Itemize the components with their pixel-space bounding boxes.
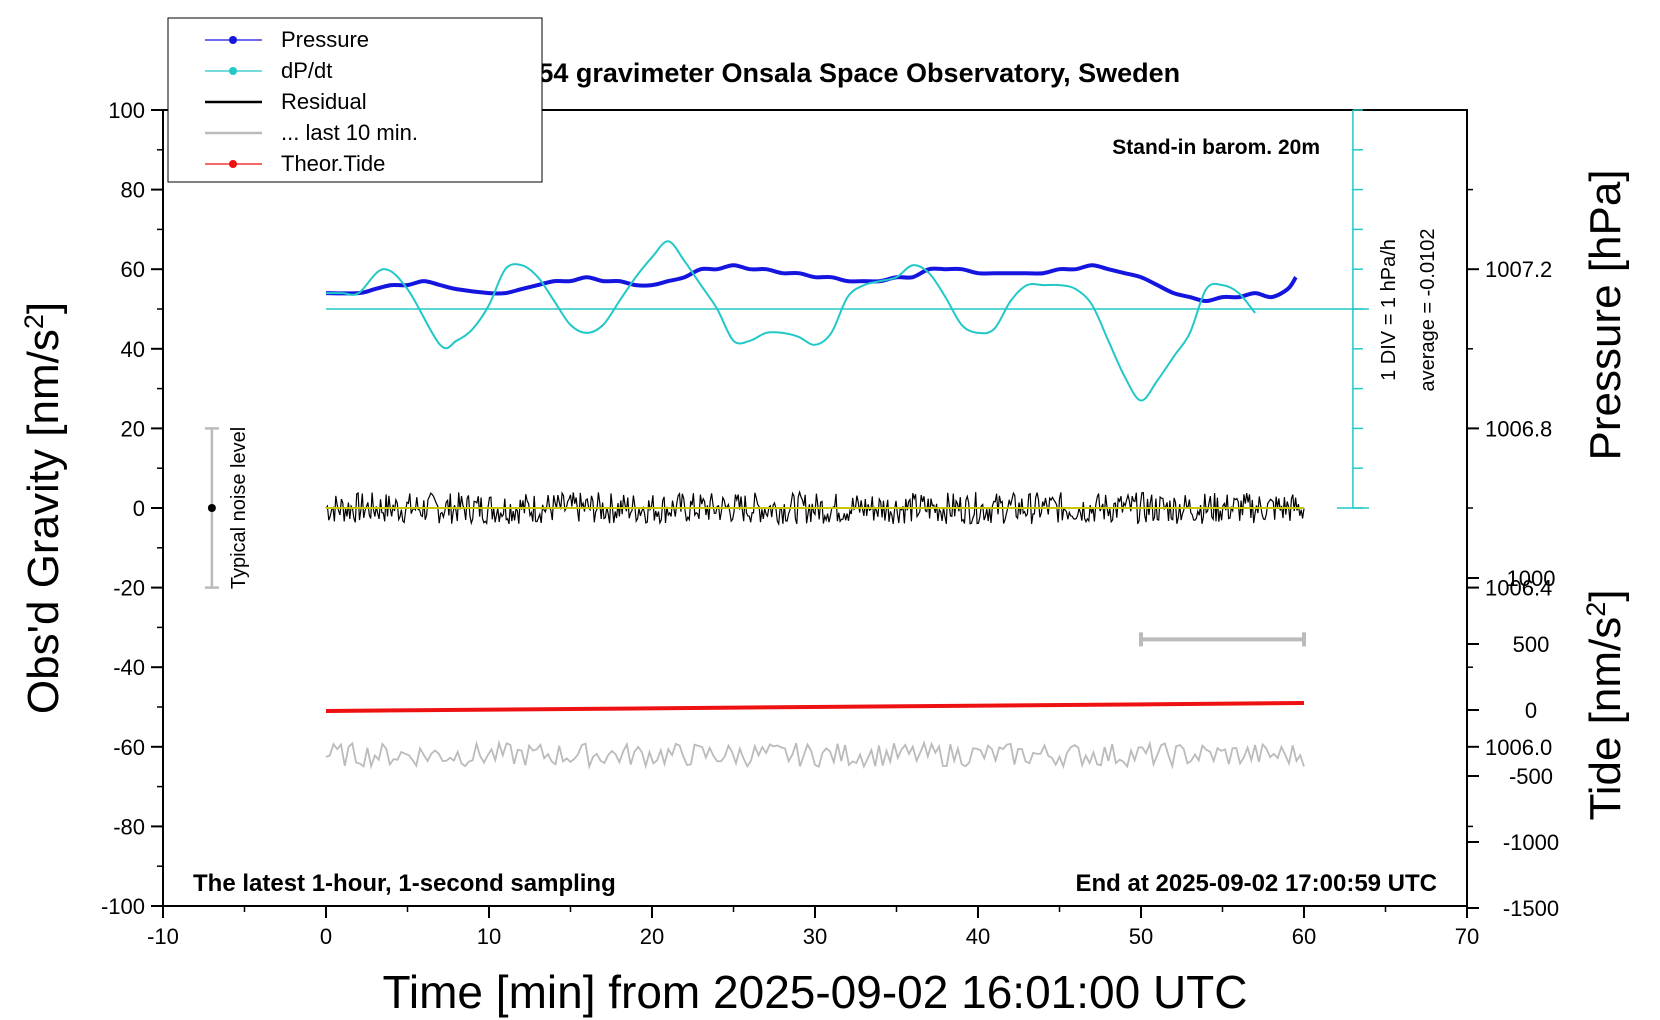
x-tick-label: 30 <box>803 924 827 949</box>
noise-annotation: Typical noise level <box>228 427 250 589</box>
y-tick-label: -20 <box>113 576 145 601</box>
x-tick-label: -10 <box>147 924 179 949</box>
y-tick-label: -60 <box>113 735 145 760</box>
noise-level-bar <box>204 427 219 589</box>
y-axis-label-tide-sup: 2 <box>1581 602 1611 617</box>
legend: Pressure dP/dt Residual ... last 10 min. The… <box>167 17 543 183</box>
x-tick-label: 60 <box>1292 924 1316 949</box>
y-axis-label-pressure: Pressure [hPa] <box>1581 169 1630 460</box>
tide-tick-label: 500 <box>1513 632 1550 657</box>
last-10-min-bar <box>1139 632 1306 647</box>
series-layer <box>325 240 1305 770</box>
x-axis-label: Time [min] from 2025-09-02 16:01:00 UTC <box>383 966 1248 1018</box>
series-pressure <box>325 263 1298 304</box>
tide-tick-label: -1000 <box>1503 830 1559 855</box>
legend-label: dP/dt <box>281 58 332 83</box>
legend-label: ... last 10 min. <box>281 120 418 145</box>
dpdt-scale <box>326 109 1369 509</box>
end-annotation: End at 2025-09-02 17:00:59 UTC <box>1076 870 1438 897</box>
pressure-axis-ticks: 1007.2 1006.8 1006.4 1006.0 <box>1467 188 1552 828</box>
y-tick-label: 20 <box>121 416 145 441</box>
y-tick-label: 100 <box>108 98 145 123</box>
x-tick-label: 20 <box>640 924 664 949</box>
noise-bar-center <box>207 504 216 512</box>
y-tick-label: 40 <box>121 337 145 362</box>
tide-tick-label: 0 <box>1525 698 1537 723</box>
y-tick-label: -80 <box>113 814 145 839</box>
chart-title: SCG_054 gravimeter Onsala Space Observat… <box>450 58 1180 88</box>
tide-tick-label: 1000 <box>1507 566 1556 591</box>
legend-marker <box>229 160 237 168</box>
legend-label: Pressure <box>281 27 369 52</box>
y-tick-label: 80 <box>121 178 145 203</box>
pressure-tick-label: 1006.0 <box>1485 735 1552 760</box>
legend-box <box>167 17 543 183</box>
div-annotation: 1 DIV = 1 hPa/h <box>1378 239 1400 381</box>
series-theor-tide <box>325 701 1305 713</box>
y-tick-label: 60 <box>121 257 145 282</box>
series-last-10-min <box>325 739 1305 770</box>
tide-axis-ticks: 1000 500 0 -500 -1000 -1500 <box>1467 566 1559 921</box>
pressure-tick-label: 1006.4 <box>1485 576 1552 601</box>
legend-marker <box>229 36 237 44</box>
legend-label: Residual <box>281 89 367 114</box>
legend-marker <box>229 67 237 75</box>
series-residual <box>325 490 1305 527</box>
pressure-tick-label: 1006.8 <box>1485 416 1552 441</box>
tide-tick-label: -500 <box>1509 764 1553 789</box>
x-tick-label: 70 <box>1455 924 1479 949</box>
x-tick-label: 40 <box>966 924 990 949</box>
y-tick-label: -40 <box>113 655 145 680</box>
legend-entries: Pressure dP/dt Residual ... last 10 min. The… <box>205 27 418 176</box>
pressure-tick-label: 1007.2 <box>1485 257 1552 282</box>
y-tick-label: 0 <box>133 496 145 521</box>
y-axis-label-tide: Tide [nm/s2] <box>1581 589 1630 820</box>
y-axis-label-left: Obs'd Gravity [nm/s2] <box>19 302 68 714</box>
x-tick-label: 0 <box>320 924 332 949</box>
tide-tick-label: -1500 <box>1503 896 1559 921</box>
y-tick-label: -100 <box>101 894 145 919</box>
latest-annotation: The latest 1-hour, 1-second sampling <box>193 870 616 897</box>
x-tick-label: 50 <box>1129 924 1153 949</box>
x-tick-label: 10 <box>477 924 501 949</box>
x-axis-ticks: -10 0 10 20 30 40 50 60 70 <box>147 906 1479 949</box>
average-annotation: average = -0.0102 <box>1417 229 1439 392</box>
y-axis-label-left-sup: 2 <box>19 314 49 329</box>
series-dp-dt <box>326 240 1256 402</box>
y-axis-ticks: 100 80 60 40 20 0 -20 -40 -60 -80 -100 <box>101 98 163 919</box>
standin-annotation: Stand-in barom. 20m <box>1112 136 1320 159</box>
legend-label: Theor.Tide <box>281 151 385 176</box>
